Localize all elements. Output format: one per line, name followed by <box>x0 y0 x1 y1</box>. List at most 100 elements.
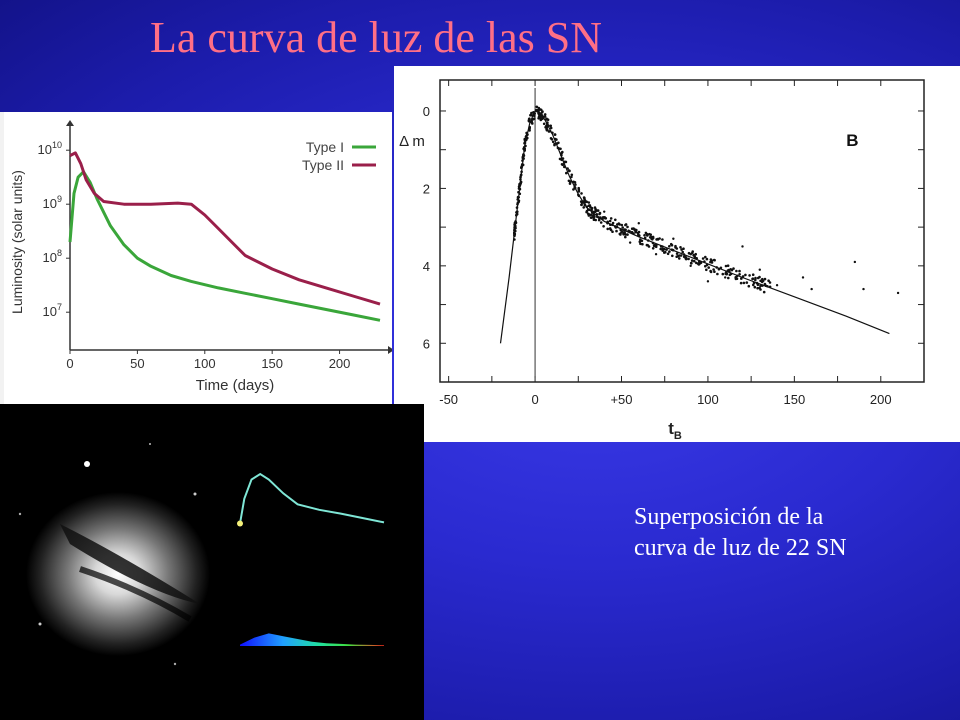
data-point <box>675 252 679 255</box>
data-point <box>678 257 681 260</box>
data-point <box>608 227 612 230</box>
outlier-point <box>862 287 865 291</box>
data-point <box>669 242 673 246</box>
data-point <box>658 237 661 240</box>
outlier-point <box>853 260 857 264</box>
data-point <box>751 277 754 281</box>
data-point <box>671 254 674 258</box>
data-point <box>608 219 612 223</box>
current-point <box>237 520 243 527</box>
data-point <box>710 261 714 264</box>
data-point <box>542 122 546 126</box>
data-point <box>606 227 609 231</box>
data-point <box>668 245 671 248</box>
outlier-point <box>758 268 761 271</box>
data-point <box>622 233 625 236</box>
data-point <box>594 218 597 222</box>
outlier-point <box>896 291 900 295</box>
data-point <box>704 264 707 268</box>
data-point <box>651 238 654 241</box>
y-tick-label: 2 <box>423 181 430 196</box>
data-point <box>553 143 556 147</box>
x-tick-label: 200 <box>870 392 892 407</box>
data-point <box>728 273 732 277</box>
y-axis-arrow <box>66 120 74 126</box>
data-point <box>533 117 536 120</box>
data-point <box>598 211 602 215</box>
y-tick-label: 6 <box>423 336 430 351</box>
animated-light-curve <box>237 472 385 527</box>
data-point <box>590 207 594 211</box>
data-point <box>545 128 549 132</box>
data-point <box>713 270 716 273</box>
data-point <box>735 277 739 280</box>
outlier-point <box>706 280 710 283</box>
data-point <box>651 235 655 239</box>
x-tick-label: 0 <box>531 392 538 407</box>
data-point <box>565 171 568 175</box>
data-point <box>589 213 593 217</box>
data-point <box>752 283 755 287</box>
data-point <box>568 180 572 183</box>
data-point <box>580 192 583 195</box>
data-point <box>759 288 762 291</box>
x-tick-label: 0 <box>66 356 73 371</box>
data-point <box>587 201 591 204</box>
data-point <box>735 269 738 273</box>
data-point <box>763 277 767 281</box>
data-point <box>549 137 553 140</box>
data-point <box>620 223 624 227</box>
data-point <box>611 230 614 233</box>
magnitude-chart-panel: -50 0 +50 100 150 200 0 2 4 6 Δ m tB B <box>394 66 960 442</box>
data-point <box>745 281 749 284</box>
data-point <box>557 141 560 145</box>
data-point <box>541 110 544 113</box>
data-point <box>652 244 656 248</box>
legend-label: Type I <box>306 139 344 155</box>
data-point <box>689 252 692 256</box>
data-point <box>678 254 681 257</box>
data-point <box>767 279 770 282</box>
data-point <box>753 285 757 289</box>
data-point <box>712 268 715 271</box>
data-point <box>639 242 642 246</box>
data-point <box>594 207 597 211</box>
data-point <box>596 209 599 212</box>
data-point <box>647 245 651 248</box>
data-point <box>553 133 557 136</box>
data-point <box>716 272 719 276</box>
data-point <box>666 252 670 256</box>
data-point <box>551 140 555 144</box>
data-point <box>759 279 762 283</box>
data-point <box>705 257 709 261</box>
data-point <box>648 236 652 239</box>
y-axis-label: Δ m <box>399 133 425 150</box>
data-point <box>744 273 747 277</box>
data-point <box>687 257 690 261</box>
data-point <box>705 268 708 272</box>
supernova-animation-panel <box>0 404 424 720</box>
y-axis-label: Luminosity (solar units) <box>9 170 25 314</box>
y-tick-label: 107 <box>43 302 62 319</box>
data-point <box>577 186 580 190</box>
data-point <box>756 276 760 280</box>
x-axis-arrow <box>388 346 392 354</box>
data-point <box>570 173 574 177</box>
data-point <box>701 257 705 260</box>
spectrum-strip <box>240 633 384 647</box>
data-point <box>674 246 677 249</box>
data-point <box>661 249 664 252</box>
outlier-point <box>672 237 675 240</box>
data-point <box>690 262 693 265</box>
data-point <box>540 117 544 121</box>
data-point <box>638 240 642 243</box>
data-point <box>747 284 751 288</box>
data-point <box>679 246 682 249</box>
data-point <box>768 281 772 284</box>
data-point <box>561 163 564 167</box>
galaxy-image <box>18 443 210 666</box>
data-point <box>587 214 591 217</box>
caption: Superposición de la curva de luz de 22 S… <box>634 502 847 564</box>
data-point <box>694 252 697 256</box>
data-point <box>756 286 759 290</box>
